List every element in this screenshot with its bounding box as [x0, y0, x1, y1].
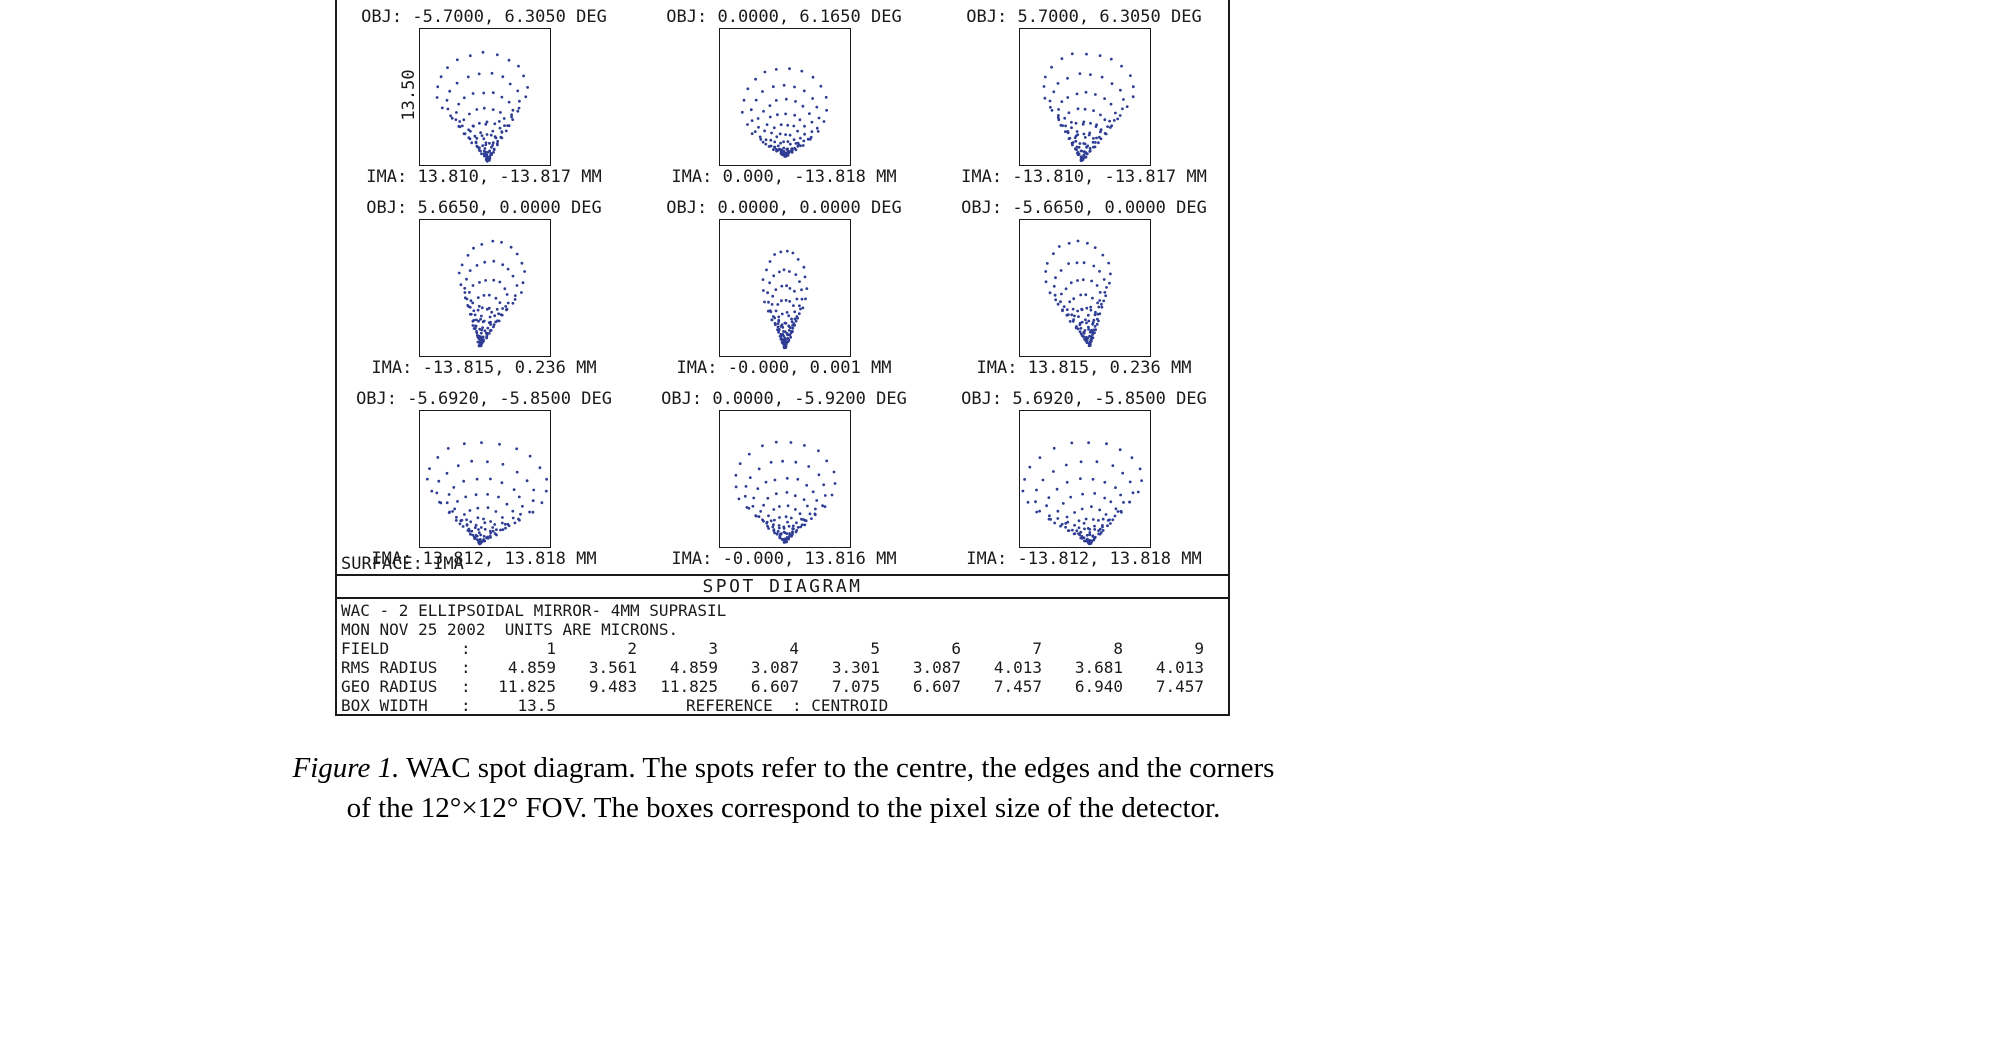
- spot-box: [419, 28, 551, 166]
- info-row-geo-radius: GEO RADIUS: 11.825 9.483 11.825 6.607 7.075 6.…: [341, 677, 1224, 696]
- spot-box: [719, 410, 851, 548]
- figure-frame: 13.50 OBJ: -5.7000, 6.3050 DEG IMA: 13.81…: [335, 0, 1230, 716]
- row-label: FIELD: [341, 639, 390, 658]
- obj-label: OBJ: -5.6650, 0.0000 DEG: [961, 198, 1207, 218]
- row-colon: :: [461, 658, 471, 677]
- ima-label: IMA: -0.000, 13.816 MM: [671, 549, 897, 569]
- row-value: 6.607: [750, 677, 799, 696]
- row-value: 4.013: [1155, 658, 1204, 677]
- ima-label: IMA: 0.000, -13.818 MM: [671, 167, 897, 187]
- surface-label: SURFACE: IMA: [341, 554, 464, 574]
- ima-label: IMA: 13.815, 0.236 MM: [976, 358, 1192, 378]
- row-value: 8: [1113, 639, 1123, 658]
- spot-box: [1019, 28, 1151, 166]
- info-row-box-width: BOX WIDTH : 13.5 REFERENCE : CENTROID: [341, 696, 1224, 715]
- row-value: 7.457: [1155, 677, 1204, 696]
- info-row-field: FIELD: 1 2 3 4 5 6 7 8 9: [341, 639, 1224, 658]
- row-value: 11.825: [498, 677, 556, 696]
- info-row-rms-radius: RMS RADIUS: 4.859 3.561 4.859 3.087 3.301 3.08…: [341, 658, 1224, 677]
- obj-label: OBJ: 0.0000, 6.1650 DEG: [666, 7, 902, 27]
- row-value: 5: [870, 639, 880, 658]
- ima-label: IMA: -13.812, 13.818 MM: [966, 549, 1202, 569]
- row-value: 3.087: [912, 658, 961, 677]
- spot-box: [719, 219, 851, 357]
- row-value: 3.087: [750, 658, 799, 677]
- divider-below-title: [337, 597, 1228, 599]
- row-value: 9.483: [588, 677, 637, 696]
- spot-scatter: [734, 440, 837, 544]
- row-value: 4: [789, 639, 799, 658]
- caption-line-2: of the 12°×12° FOV. The boxes correspond…: [346, 792, 1221, 824]
- box-width-colon: :: [461, 696, 471, 715]
- row-value: 4.013: [993, 658, 1042, 677]
- ima-label: IMA: 13.812, 13.818 MM: [371, 549, 597, 569]
- spot-box: [1019, 410, 1151, 548]
- row-colon: :: [461, 639, 471, 658]
- caption-figure-label: Figure 1.: [292, 752, 400, 784]
- row-value: 9: [1194, 639, 1204, 658]
- spot-box: [419, 410, 551, 548]
- row-value: 1: [546, 639, 556, 658]
- row-value: 4.859: [669, 658, 718, 677]
- spot-box: [719, 28, 851, 166]
- info-line-system: WAC - 2 ELLIPSOIDAL MIRROR- 4MM SUPRASIL: [341, 601, 727, 620]
- obj-label: OBJ: 5.7000, 6.3050 DEG: [966, 7, 1202, 27]
- row-value: 2: [627, 639, 637, 658]
- ima-label: IMA: -13.815, 0.236 MM: [371, 358, 597, 378]
- divider-above-title: [337, 574, 1228, 576]
- row-value: 6.607: [912, 677, 961, 696]
- row-value: 3: [708, 639, 718, 658]
- row-value: 11.825: [660, 677, 718, 696]
- row-label: RMS RADIUS: [341, 658, 438, 677]
- row-value: 3.561: [588, 658, 637, 677]
- ima-label: IMA: 13.810, -13.817 MM: [366, 167, 602, 187]
- spot-box: [1019, 219, 1151, 357]
- row-value: 3.681: [1074, 658, 1123, 677]
- figure-caption: Figure 1. WAC spot diagram. The spots re…: [135, 748, 1432, 828]
- ima-label: IMA: -0.000, 0.001 MM: [676, 358, 892, 378]
- obj-label: OBJ: 0.0000, 0.0000 DEG: [666, 198, 902, 218]
- row-value: 7.075: [831, 677, 880, 696]
- ima-label: IMA: -13.810, -13.817 MM: [961, 167, 1207, 187]
- info-line-date-units: MON NOV 25 2002 UNITS ARE MICRONS.: [341, 620, 679, 639]
- spot-diagram-title: SPOT DIAGRAM: [702, 576, 863, 597]
- caption-line-1-text: WAC spot diagram. The spots refer to the…: [399, 752, 1275, 784]
- spot-scatter: [761, 249, 809, 350]
- spot-box: [419, 219, 551, 357]
- reference-text: REFERENCE : CENTROID: [686, 696, 889, 715]
- obj-label: OBJ: 0.0000, -5.9200 DEG: [661, 389, 907, 409]
- obj-label: OBJ: -5.6920, -5.8500 DEG: [356, 389, 612, 409]
- obj-label: OBJ: 5.6650, 0.0000 DEG: [366, 198, 602, 218]
- spot-scatter: [457, 239, 526, 348]
- spot-scatter: [1042, 52, 1135, 163]
- row-value: 7.457: [993, 677, 1042, 696]
- spot-scatter: [435, 50, 529, 163]
- caption-line-1: Figure 1. WAC spot diagram. The spots re…: [135, 748, 1432, 788]
- obj-label: OBJ: 5.6920, -5.8500 DEG: [961, 389, 1207, 409]
- spot-scatter: [1044, 239, 1112, 348]
- box-width-label: BOX WIDTH: [341, 696, 428, 715]
- row-value: 4.859: [507, 658, 556, 677]
- row-value: 6.940: [1074, 677, 1123, 696]
- row-value: 3.301: [831, 658, 880, 677]
- info-table: FIELD: 1 2 3 4 5 6 7 8 9 RMS RADIUS: 4.859 3.561 4.85…: [341, 639, 1224, 696]
- info-block: WAC - 2 ELLIPSOIDAL MIRROR- 4MM SUPRASIL…: [341, 601, 1224, 715]
- obj-label: OBJ: -5.7000, 6.3050 DEG: [361, 7, 607, 27]
- row-value: 6: [951, 639, 961, 658]
- box-width-value: 13.5: [517, 696, 556, 715]
- row-colon: :: [461, 677, 471, 696]
- row-value: 7: [1032, 639, 1042, 658]
- spot-scatter: [1021, 441, 1143, 546]
- spot-scatter: [425, 441, 548, 546]
- scale-label: 13.50: [399, 69, 419, 121]
- row-label: GEO RADIUS: [341, 677, 438, 696]
- spot-scatter: [740, 67, 828, 158]
